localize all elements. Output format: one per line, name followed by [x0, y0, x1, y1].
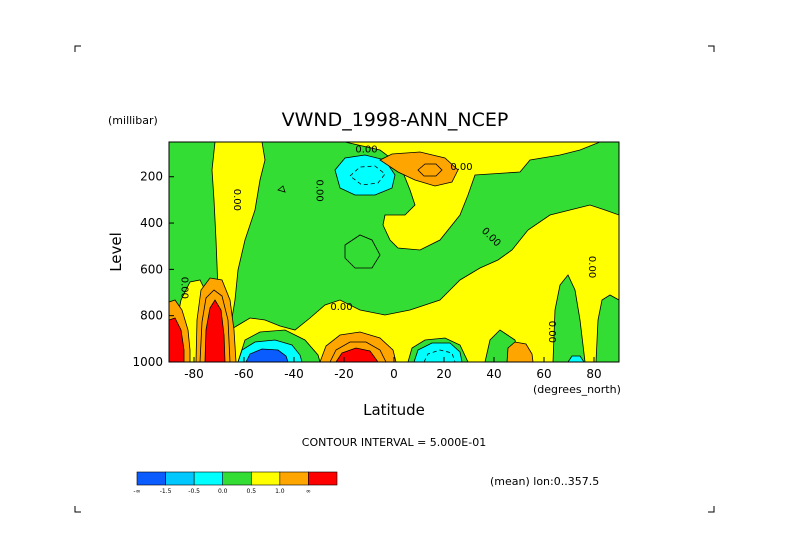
legend-label: ∞: [306, 488, 311, 495]
x-tick-label: -20: [334, 367, 354, 381]
legend-swatch: [308, 471, 338, 486]
field-orange-mid: [319, 331, 397, 362]
legend-label: -∞: [133, 488, 140, 495]
y-tick-label: 1000: [132, 355, 163, 369]
contour-label: 0.00: [330, 302, 352, 313]
x-tick-label: 20: [436, 367, 451, 381]
plot-area: 0.000.000.00 0.000.000.000.000.000.00 -80…: [132, 141, 620, 381]
legend-swatch: [279, 471, 309, 486]
legend-swatch: [222, 471, 252, 486]
field-orange-mid-2: [329, 341, 387, 362]
corner-marks: [74, 45, 715, 513]
field-negative-north-dash: [423, 349, 456, 362]
x-tick-label: -80: [184, 367, 204, 381]
mean-text: (mean) lon:0..357.5: [490, 475, 599, 488]
field-negative-north: [413, 342, 463, 362]
field-orange-north: [506, 341, 534, 362]
y-tick-label: 400: [140, 216, 163, 230]
color-legend: -∞ -1.5 -0.5 0.0 0.5 1.0 ∞: [133, 471, 338, 495]
contour-label: 0.00: [231, 189, 242, 211]
field-red-polar: [169, 317, 185, 362]
field-small-contour: [277, 185, 286, 193]
legend-label: -1.5: [160, 488, 172, 495]
legend-swatch: [136, 471, 166, 486]
contour-label: 0.00: [179, 277, 190, 299]
field-negative-small: [567, 355, 585, 362]
contour-label: 0.00: [314, 179, 325, 201]
contour-label: 0.00: [450, 162, 472, 173]
legend-swatch: [193, 471, 224, 486]
contour-label: 0.00: [546, 321, 557, 343]
legend-label: 1.0: [275, 488, 285, 495]
contour-interval-text: CONTOUR INTERVAL = 5.000E-01: [302, 436, 486, 449]
x-unit-label: (degrees_north): [533, 383, 621, 396]
field-negative-upper: [334, 154, 396, 196]
x-tick-label: 60: [536, 367, 551, 381]
y-axis-title: Level: [107, 232, 125, 272]
contour-label: 0.00: [586, 256, 597, 278]
field-near-zero-4: [552, 274, 586, 362]
y-axis: 200 400 600 800 1000: [132, 170, 174, 369]
field-orange-south-2: [199, 289, 231, 362]
field-near-zero-3: [344, 234, 381, 269]
x-axis-title: Latitude: [363, 401, 425, 419]
field-red-upper-contour: [417, 163, 443, 177]
x-tick-label: 40: [486, 367, 501, 381]
contour-label: 0.00: [355, 144, 377, 155]
field-near-zero-2: [229, 142, 619, 331]
legend-swatch: [165, 471, 195, 486]
legend-swatch: [250, 471, 281, 486]
field-negative-south-core: [245, 348, 289, 362]
legend-label: 0.0: [218, 488, 228, 495]
y-tick-label: 800: [140, 309, 163, 323]
x-axis: -80 -60 -40 -20 0 20 40 60 80: [184, 357, 602, 381]
field-near-zero-5: [595, 294, 619, 362]
field-red-south: [204, 299, 226, 362]
y-tick-label: 600: [140, 262, 163, 276]
chart-title: VWND_1998-ANN_NCEP: [282, 109, 509, 131]
x-tick-label: 80: [586, 367, 601, 381]
y-unit-label: (millibar): [108, 114, 158, 127]
x-tick-label: -60: [234, 367, 254, 381]
legend-label: -0.5: [188, 488, 200, 495]
x-tick-label: -40: [284, 367, 304, 381]
x-tick-label: 0: [390, 367, 398, 381]
field-red-mid: [335, 347, 379, 362]
legend-label: 0.5: [247, 488, 257, 495]
y-tick-label: 200: [140, 170, 163, 184]
